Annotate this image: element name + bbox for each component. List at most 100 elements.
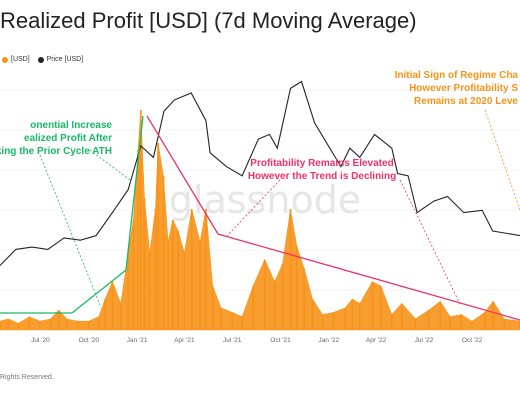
realized-profit-bar <box>65 319 68 330</box>
realized-profit-bar <box>199 242 201 330</box>
x-tick-label: Oct '22 <box>462 337 483 344</box>
annotation-line: Initial Sign of Regime Cha <box>395 70 519 81</box>
realized-profit-bar <box>241 316 243 330</box>
chart-title: Realized Profit [USD] (7d Moving Average… <box>0 8 417 33</box>
realized-profit-bar <box>281 264 284 330</box>
realized-profit-bar <box>154 209 157 330</box>
x-tick-label: Apr '21 <box>174 337 195 344</box>
realized-profit-bar <box>311 299 314 330</box>
price-line-group <box>0 80 520 266</box>
realized-profit-bar <box>263 259 266 330</box>
realized-profit-bar <box>183 253 186 330</box>
annotations: onential Increase ealized Profit After aki… <box>0 70 518 182</box>
realized-profit-bar <box>400 303 403 330</box>
realized-profit-bar <box>414 319 417 330</box>
annotation: onential Increase ealized Profit After aki… <box>0 120 112 157</box>
legend-item-price[interactable]: Price [USD] <box>37 56 84 63</box>
x-tick-label: Oct '21 <box>270 337 291 344</box>
realized-profit-bar <box>104 299 106 330</box>
realized-profit-bar <box>132 220 135 330</box>
realized-profit-bar <box>111 281 114 330</box>
realized-profit-bar <box>483 312 486 330</box>
price-line <box>0 80 520 266</box>
realized-profit-bar <box>177 231 179 330</box>
realized-profit-bar <box>289 209 292 330</box>
watermark: glassnode <box>169 178 361 222</box>
x-tick-label: Apr '22 <box>366 337 387 344</box>
realized-profit-bar <box>137 149 139 330</box>
green-leader-2 <box>89 149 131 181</box>
green-rise-1 <box>71 269 127 314</box>
realized-profit-bar <box>143 198 146 330</box>
realized-profit-area <box>0 109 520 331</box>
annotation-line: Profitability Remains Elevated <box>250 158 393 169</box>
realized-profit-bar <box>0 321 1 330</box>
realized-profit-bar <box>49 319 52 330</box>
footer-copyright: Rights Reserved. <box>0 374 54 381</box>
realized-profit-bar <box>379 286 382 330</box>
realized-profit-bar <box>157 143 159 330</box>
realized-profit-bar <box>449 316 451 330</box>
realized-profit-bar <box>358 303 361 330</box>
legend-label: [USD] <box>11 56 30 63</box>
annotation-line: aking the Prior Cycle ATH <box>0 146 112 157</box>
realized-profit-bar <box>390 314 393 330</box>
orange-leader <box>484 109 520 211</box>
realized-profit-bar <box>252 286 255 330</box>
x-tick-label: Jul '20 <box>31 337 50 344</box>
realized-profit-bar <box>371 281 374 330</box>
realized-profit-bar <box>273 281 276 330</box>
realized-profit-bar <box>303 268 305 330</box>
realized-profit-bar <box>87 321 90 330</box>
realized-profit-bar <box>97 316 100 330</box>
annotation-line: ealized Profit After <box>24 133 112 144</box>
realized-profit-bar <box>231 312 234 330</box>
realized-profit-bar <box>127 253 130 330</box>
realized-profit-bar <box>39 321 41 330</box>
realized-profit-bar <box>351 299 354 330</box>
realized-profit-bar <box>167 242 169 330</box>
legend-swatch-black <box>37 56 44 63</box>
annotation-line: However Profitability S <box>409 83 518 94</box>
realized-profit-bar <box>471 321 474 330</box>
realized-profit-bar <box>492 301 495 330</box>
annotation-line: Remains at 2020 Leve <box>414 96 518 107</box>
green-rise-2 <box>125 115 144 271</box>
annotation: Initial Sign of Regime Cha However Profit… <box>395 70 519 107</box>
realized-profit-bar <box>162 176 165 330</box>
trend-line-top <box>146 115 219 235</box>
legend-label: Price [USD] <box>46 56 84 63</box>
realized-profit-bar <box>148 253 151 330</box>
realized-profit-bar <box>460 314 463 330</box>
x-tick-label: Oct '20 <box>79 337 100 344</box>
green-leader-1 <box>39 154 101 306</box>
realized-profit-bar <box>139 110 142 330</box>
realized-profit-bar <box>76 321 79 330</box>
realized-profit-bar <box>7 319 10 330</box>
realized-profit-bar <box>220 308 222 330</box>
realized-profit-bar <box>190 209 193 330</box>
realized-profit-bars <box>0 109 520 331</box>
realized-profit-bar <box>427 310 430 330</box>
x-tick-label: Jan '22 <box>318 337 339 344</box>
realized-profit-bar <box>28 316 31 330</box>
legend-item-realized-profit[interactable]: [USD] <box>2 56 30 63</box>
x-tick-label: Jul '22 <box>415 337 434 344</box>
legend-swatch-orange <box>2 56 8 63</box>
x-tick-label: Jul '21 <box>223 337 242 344</box>
annotation-line: onential Increase <box>30 120 112 131</box>
trend-line-decline <box>217 233 520 321</box>
realized-profit-bar <box>344 308 346 330</box>
x-tick-label: Jan '21 <box>127 337 148 344</box>
realized-profit-bar <box>171 220 174 330</box>
realized-profit-bar <box>205 209 207 330</box>
realized-profit-bar <box>321 314 324 330</box>
annotation-line: However the Trend is Declining <box>248 171 396 182</box>
realized-profit-bar <box>17 323 20 330</box>
x-axis-ticks: Jul '20 Oct '20 Jan '21 Apr '21 Jul '21 Oct '… <box>31 337 483 344</box>
realized-profit-bar <box>503 319 506 330</box>
pink-leader-1 <box>224 179 281 239</box>
pink-leader-2 <box>399 179 461 305</box>
